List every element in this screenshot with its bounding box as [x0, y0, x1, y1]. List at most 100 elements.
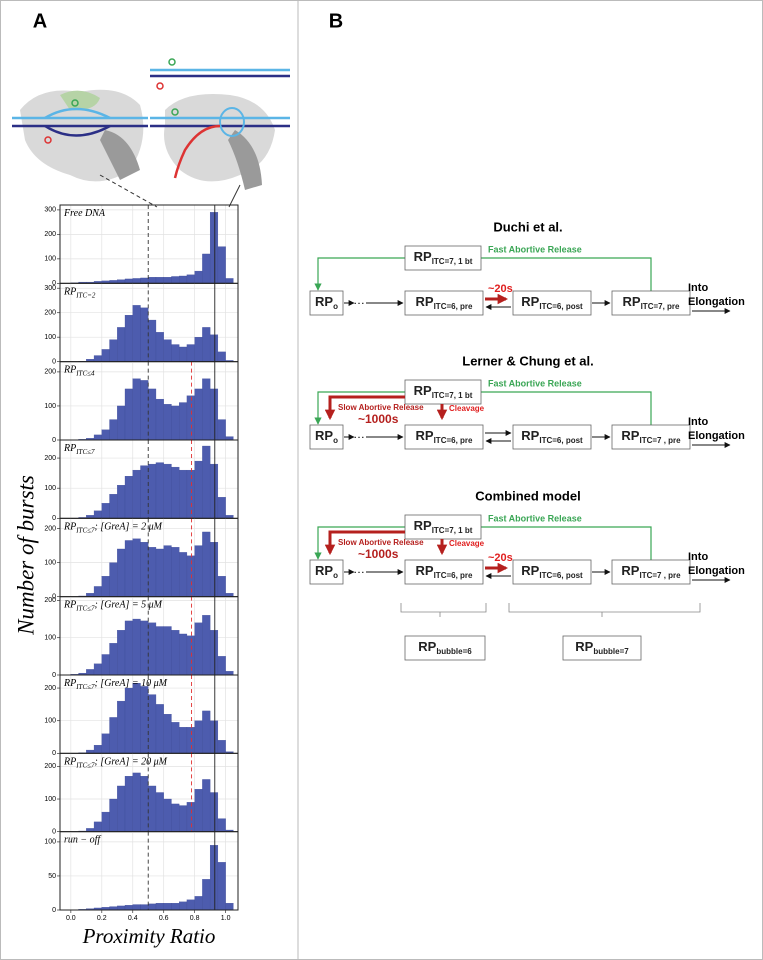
histogram-bar	[140, 776, 149, 832]
state-sub: o	[333, 436, 338, 445]
histogram-bar	[171, 276, 180, 284]
histogram-bar	[132, 278, 141, 284]
y-tick-label: 100	[44, 334, 56, 341]
cleavage-label: Cleavage	[449, 539, 485, 548]
y-tick-label: 0	[52, 515, 56, 522]
histogram-bar	[194, 622, 203, 676]
state-main: RP	[416, 428, 434, 443]
histogram-bar	[186, 899, 195, 911]
y-tick-label: 100	[44, 796, 56, 803]
histogram-bar	[163, 626, 172, 676]
y-tick-label: 0	[52, 594, 56, 601]
histogram-bar	[109, 562, 118, 597]
state-label: RPITC=7, 1 bt	[414, 383, 473, 400]
slow-time: ~1000s	[358, 412, 399, 426]
panel-title-part: RP	[63, 365, 76, 376]
panel-title-part: RP	[63, 600, 76, 611]
histogram-bar	[132, 469, 141, 519]
histogram-bar	[171, 630, 180, 676]
histogram-bar	[124, 687, 133, 754]
state-main: RP	[418, 639, 436, 654]
state-sub: bubble=6	[436, 647, 472, 656]
state-label: RPITC=7 , pre	[621, 563, 681, 580]
state-sub: ITC=6, pre	[434, 302, 473, 311]
histogram-bar	[202, 879, 211, 911]
histogram-bar	[179, 901, 188, 911]
histogram-bar	[202, 615, 211, 676]
panel-title-part: ITC≤7	[75, 448, 95, 456]
model-title: Lerner & Chung et al.	[462, 353, 593, 368]
histogram-bar	[202, 378, 211, 441]
ellipsis: …	[353, 293, 365, 307]
y-tick-label: 100	[44, 718, 56, 725]
state-sub: ITC=7, 1 bt	[432, 526, 473, 535]
histogram-bar	[217, 419, 226, 441]
panel-title: RPITC≤4	[63, 365, 95, 377]
histogram-bar	[124, 776, 133, 832]
histogram-bar	[93, 586, 102, 597]
panel-title-part: RP	[63, 443, 76, 454]
histogram-bar	[140, 465, 149, 519]
histogram-bar	[179, 469, 188, 519]
histogram-bar	[155, 332, 164, 362]
schematic	[12, 58, 290, 208]
y-tick-label: 200	[44, 455, 56, 462]
histogram-bar	[132, 683, 141, 754]
panel-title-part: ITC≤4	[75, 369, 95, 377]
slow-release-label: Slow Abortive Release	[338, 538, 424, 547]
cleavage-label: Cleavage	[449, 404, 485, 413]
state-label: RPITC=7, 1 bt	[414, 518, 473, 535]
panel-title-part: ITC≤7	[75, 683, 95, 691]
histogram-bar	[217, 351, 226, 362]
histogram-bar	[132, 904, 141, 911]
panel-title-part: run − off	[64, 835, 101, 846]
state-label: RPITC=7 , pre	[621, 428, 681, 445]
histogram-bar	[217, 862, 226, 911]
histogram-bar	[179, 402, 188, 441]
histogram-bar	[186, 802, 195, 832]
state-box	[404, 290, 484, 316]
x-tick-label: 0.8	[190, 915, 200, 922]
state-label: RPbubble=6	[418, 639, 472, 656]
histogram-bar	[186, 395, 195, 441]
state-main: RP	[315, 563, 333, 578]
histogram-bar	[186, 635, 195, 676]
state-box	[404, 245, 482, 271]
y-tick-label: 0	[52, 359, 56, 366]
histogram-bar	[217, 576, 226, 597]
arrow	[314, 391, 652, 425]
histogram-bar	[140, 307, 149, 362]
histogram-bar	[194, 545, 203, 597]
state-sub: ITC=7 , pre	[639, 436, 681, 445]
panel-title: run − off	[64, 835, 101, 846]
panel-title-part: ITC≤7	[75, 761, 95, 769]
model-title: Duchi et al.	[493, 219, 562, 234]
histogram-bar	[163, 277, 172, 284]
histogram-bar	[109, 906, 118, 911]
state-main: RP	[416, 294, 434, 309]
histogram-bar	[124, 278, 133, 284]
panel-title: RPITC≤7; [GreA] = 20 μM	[63, 757, 168, 769]
x-tick-label: 1.0	[221, 915, 231, 922]
histogram-bar	[140, 904, 149, 911]
histogram-bar	[225, 436, 234, 441]
histogram-bar	[171, 405, 180, 441]
histogram-bar	[148, 277, 157, 284]
y-tick-label: 300	[44, 207, 56, 214]
exit-label: Elongation	[688, 430, 745, 442]
histogram-bar	[186, 555, 195, 597]
state-main: RP	[521, 563, 539, 578]
histogram-bar	[140, 620, 149, 676]
panel-title-part: ; [GreA] = 2 μM	[94, 522, 162, 533]
state-sub: ITC=6, post	[539, 302, 583, 311]
y-tick-label: 0	[52, 750, 56, 757]
y-tick-label: 200	[44, 231, 56, 238]
histogram-bar	[101, 503, 110, 519]
state-sub: o	[333, 302, 338, 311]
histogram-bar	[155, 704, 164, 754]
y-axis-label: Number of bursts	[13, 475, 38, 636]
panel-title: RPITC≤7; [GreA] = 10 μM	[63, 678, 168, 690]
y-tick-label: 0	[52, 907, 56, 914]
